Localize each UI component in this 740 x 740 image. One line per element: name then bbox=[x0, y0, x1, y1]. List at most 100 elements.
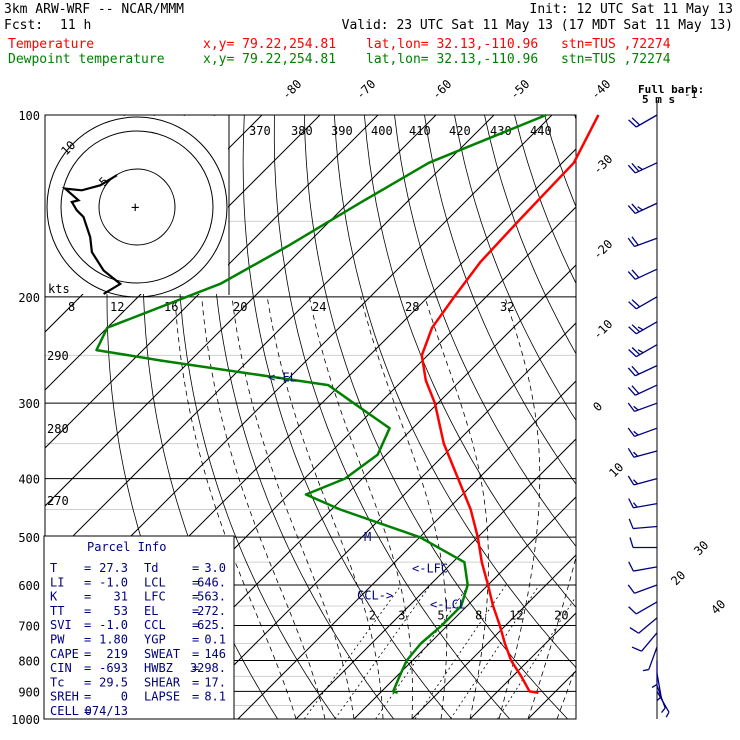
wind-barb-staff bbox=[638, 617, 658, 634]
parcel-info-cell: = bbox=[84, 575, 91, 589]
wind-barb bbox=[628, 518, 658, 530]
parcel-info-cell: = bbox=[192, 661, 199, 675]
dry-adiabat-line bbox=[424, 115, 576, 485]
parcel-info-cell: = bbox=[84, 704, 91, 718]
level-annotations: <-EL <-LFC CCL-> <-LCL M bbox=[268, 370, 466, 611]
wind-barb-flag bbox=[629, 537, 634, 548]
temp-legend-stn: stn=TUS ,72274 bbox=[561, 37, 671, 52]
parcel-info-cell: 272. bbox=[197, 604, 226, 618]
isotherm-label: 30 bbox=[691, 538, 711, 558]
wind-barb-flag bbox=[633, 451, 639, 457]
dry-adiabat-line bbox=[725, 115, 740, 719]
isotherm-label: -20 bbox=[590, 237, 615, 262]
wind-barb-flag bbox=[633, 479, 639, 485]
pressure-tick-label: 600 bbox=[18, 579, 40, 593]
parcel-info-cell: = bbox=[192, 561, 199, 575]
wind-barb bbox=[628, 114, 658, 128]
parcel-info-cell: 646. bbox=[197, 575, 226, 589]
parcel-info-cell: CCL bbox=[144, 618, 166, 632]
wind-barb-staff bbox=[656, 673, 662, 698]
wind-barb-flag bbox=[631, 299, 641, 308]
wind-barb bbox=[642, 646, 658, 672]
wind-barb-flag bbox=[628, 301, 637, 310]
pressure-tick-label: 900 bbox=[18, 685, 40, 699]
wind-barb-flag bbox=[631, 203, 640, 213]
isotherm-line bbox=[469, 612, 576, 719]
theta-e-label: 420 bbox=[449, 124, 471, 138]
isotherm-label: -80 bbox=[279, 77, 304, 102]
parcel-info-cell: 8.1 bbox=[204, 690, 226, 704]
wind-barb-flag bbox=[637, 165, 643, 171]
wind-barb-flag bbox=[631, 163, 640, 172]
wind-barb-flag bbox=[665, 711, 670, 718]
parcel-info-cell: 3.0 bbox=[204, 561, 226, 575]
isotherm-line bbox=[237, 380, 576, 719]
hodograph-trace bbox=[61, 174, 123, 295]
dry-adiabat-label: 280 bbox=[47, 422, 69, 436]
parcel-info-cell: = bbox=[84, 590, 91, 604]
isotherm-line bbox=[295, 438, 576, 719]
wind-barb bbox=[656, 691, 670, 718]
moist-adiabat-line bbox=[360, 296, 448, 719]
parcel-info-cell: = bbox=[84, 690, 91, 704]
wind-barb bbox=[627, 427, 658, 438]
parcel-info-cell: LAPSE bbox=[144, 690, 180, 704]
isotherm-line bbox=[45, 115, 379, 449]
header: 3km ARW-WRF -- NCAR/MMM Init: 12 UTC Sat… bbox=[4, 2, 733, 106]
parcel-info-cell: = bbox=[84, 675, 91, 689]
fcst-value: 11 h bbox=[60, 18, 91, 33]
parcel-info-cell: SVI bbox=[50, 618, 72, 632]
parcel-info-cell: = bbox=[192, 675, 199, 689]
moist-adiabat-line bbox=[266, 296, 384, 719]
isotherm-label: -50 bbox=[507, 77, 532, 102]
mixing-ratio-label: 8 bbox=[475, 608, 482, 622]
dry-adiabat-line bbox=[484, 115, 576, 355]
parcel-info-cell: 31 bbox=[114, 590, 128, 604]
isotherm-line bbox=[353, 496, 576, 719]
parcel-info-cell: = bbox=[84, 561, 91, 575]
parcel-info-cell: 29.5 bbox=[99, 675, 128, 689]
pressure-tick-label: 1000 bbox=[11, 713, 40, 727]
parcel-info-cell: SWEAT bbox=[144, 647, 180, 661]
wind-barb bbox=[627, 162, 658, 174]
hodograph-background bbox=[46, 116, 228, 294]
pressure-tick-label: 800 bbox=[18, 654, 40, 668]
wind-barb bbox=[628, 498, 658, 509]
wind-barb-flag bbox=[627, 164, 636, 174]
ccl-marker: CCL-> bbox=[357, 589, 393, 603]
wind-barb bbox=[627, 584, 658, 594]
wind-barb-flag bbox=[631, 324, 641, 333]
wind-barb-flag bbox=[628, 349, 637, 358]
wind-barb bbox=[628, 296, 658, 310]
mixing-ratio-line bbox=[497, 595, 576, 719]
el-marker: <-EL bbox=[268, 370, 297, 384]
parcel-info-cell: 0 bbox=[121, 690, 128, 704]
dry-adiabat-line bbox=[454, 115, 576, 421]
hodograph-units-label: kts bbox=[48, 282, 70, 296]
wind-barb-flag bbox=[627, 386, 636, 396]
isotherm-label: 10 bbox=[606, 460, 626, 480]
pressure-tick-label: 500 bbox=[18, 531, 40, 545]
wind-barb bbox=[628, 561, 658, 572]
parcel-info-cell: = bbox=[84, 618, 91, 632]
dew-legend-xy: x,y= 79.22,254.81 bbox=[203, 52, 336, 67]
theta-e-label: 400 bbox=[371, 124, 393, 138]
parcel-info-cell: = bbox=[192, 633, 199, 647]
barb-note-line1: Full barb: bbox=[638, 83, 704, 96]
mixing-ratio-line bbox=[375, 584, 470, 719]
dry-adiabat-line bbox=[364, 115, 576, 608]
isotherm-line bbox=[586, 115, 740, 719]
parcel-info-cell: HWBZ bbox=[144, 661, 173, 675]
mixing-ratio-label: 12 bbox=[509, 608, 523, 622]
mixing-ratio-label: 5 bbox=[437, 608, 444, 622]
wind-barb-flag bbox=[631, 117, 641, 126]
parcel-info-cell: = bbox=[84, 647, 91, 661]
wind-barb-flag bbox=[631, 646, 642, 652]
wind-barb bbox=[627, 365, 658, 377]
barb-note-line2: 5 m s bbox=[642, 93, 675, 106]
isotherm-label: -40 bbox=[588, 77, 613, 102]
dry-adiabat-line bbox=[695, 115, 740, 719]
wind-barb-flag bbox=[661, 707, 666, 713]
wind-barb-flag bbox=[627, 205, 636, 214]
